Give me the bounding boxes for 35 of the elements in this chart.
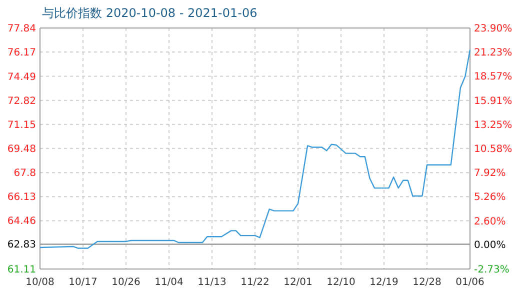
y-tick-label: 67.8 (14, 168, 36, 180)
x-tick-label: 12/10 (326, 277, 356, 288)
x-tick-label: 12/01 (284, 277, 312, 288)
y-tick-label: 74.49 (7, 72, 36, 83)
x-tick-label: 11/22 (240, 277, 270, 288)
y-tick-label: 64.46 (7, 216, 36, 228)
line-series (39, 49, 471, 249)
chart-title: 与比价指数 2020-10-08 - 2021-01-06 (42, 6, 258, 20)
y-tick-label: 69.48 (7, 144, 36, 155)
x-tick-label: 10/26 (112, 277, 140, 288)
y-tick-label: 66.13 (7, 192, 36, 204)
y-tick-label: 61.11 (7, 264, 36, 276)
x-tick-label: 01/06 (456, 277, 484, 288)
x-tick-label: 12/28 (412, 277, 442, 288)
x-tick-label: 12/19 (370, 277, 398, 288)
x-tick-label: 10/08 (26, 277, 54, 288)
x-tick-label: 11/13 (198, 277, 226, 288)
y-tick-label: 77.84 (7, 24, 36, 34)
x-tick-label: 11/04 (154, 277, 184, 288)
y2-tick-label: 21.23% (474, 48, 512, 59)
y-tick-label: 62.83 (7, 240, 36, 251)
x-tick-label: 10/17 (68, 277, 98, 288)
y2-tick-label: 2.60% (474, 216, 506, 228)
y2-tick-label: 7.92% (474, 168, 506, 180)
y2-tick-label: -2.73% (474, 264, 510, 276)
y-tick-label: 76.17 (7, 48, 36, 59)
y2-tick-label: 10.58% (474, 144, 512, 156)
y2-tick-label: 5.26% (474, 192, 506, 204)
y-tick-label: 72.82 (7, 96, 36, 107)
y2-tick-label: 18.57% (474, 72, 512, 83)
y2-tick-label: 23.90% (474, 24, 512, 34)
y2-tick-label: 13.25% (474, 120, 512, 131)
y2-tick-label: 15.91% (474, 96, 512, 107)
y2-tick-label: 0.00% (474, 240, 506, 251)
y-tick-label: 71.15 (7, 120, 36, 131)
